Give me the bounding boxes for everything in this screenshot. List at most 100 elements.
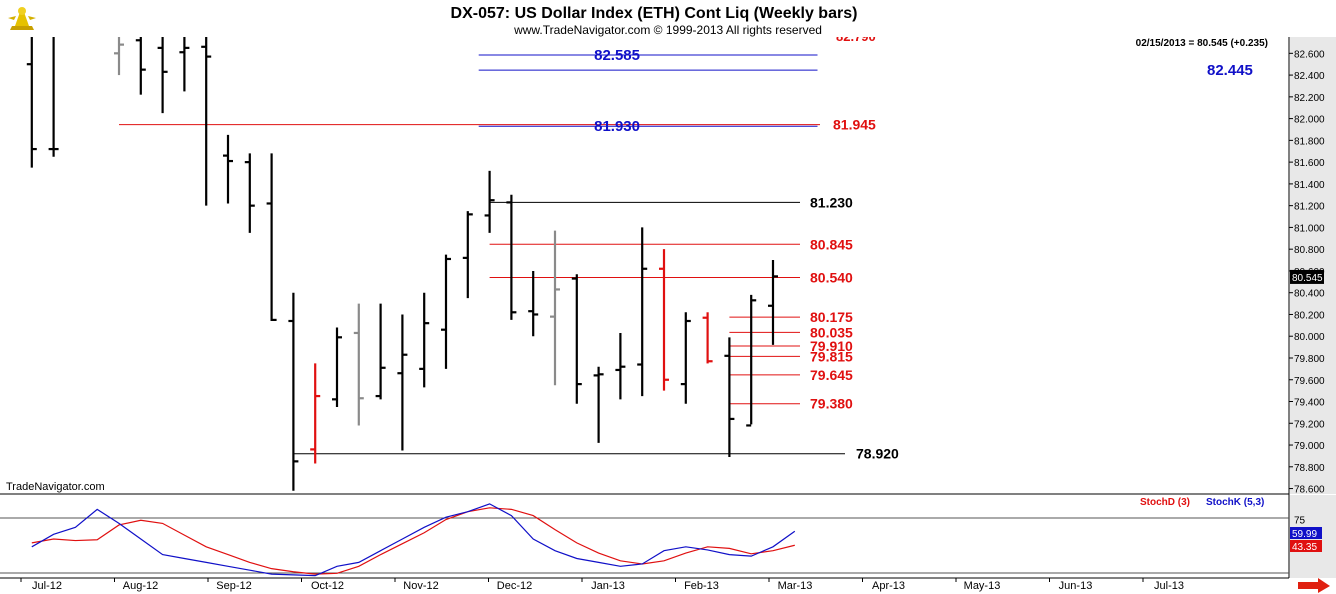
stoch-value-box bbox=[1290, 540, 1322, 552]
stoch-series-line bbox=[31, 503, 796, 577]
app-logo-icon bbox=[8, 7, 36, 30]
price-tick-label: 82.600 bbox=[1294, 49, 1325, 60]
ohlc-bar bbox=[768, 260, 778, 345]
level-label: 80.035 bbox=[810, 324, 853, 340]
level-label: 82.585 bbox=[594, 47, 640, 64]
ohlc-bar bbox=[26, 37, 37, 168]
ohlc-bar bbox=[550, 230, 560, 386]
date-tick-label: Aug-12 bbox=[123, 580, 158, 592]
last-price-tag: 80.545 bbox=[1290, 269, 1324, 284]
ohlc-bar bbox=[244, 153, 255, 233]
ohlc-bars bbox=[26, 37, 778, 491]
price-tick-label: 81.200 bbox=[1294, 202, 1325, 213]
ohlc-bar bbox=[310, 363, 321, 464]
price-axis bbox=[1290, 37, 1336, 494]
level-label: 79.815 bbox=[810, 348, 853, 364]
ohlc-bar bbox=[571, 274, 582, 404]
level-lines: 82.585 82.445 81.945 81.930 81.230 80.845 80.5… bbox=[119, 47, 1253, 462]
ohlc-bar bbox=[397, 314, 408, 451]
level-label: 82.445 bbox=[1207, 62, 1253, 79]
level-label: 79.645 bbox=[810, 367, 853, 383]
ohlc-bar bbox=[157, 37, 168, 114]
stoch-lines bbox=[31, 503, 796, 577]
price-tick-label: 81.600 bbox=[1294, 158, 1325, 169]
price-tick-label: 81.800 bbox=[1294, 136, 1325, 147]
level-label: 80.845 bbox=[810, 236, 853, 252]
date-tick-label: Jul-13 bbox=[1154, 580, 1184, 592]
ohlc-bar bbox=[746, 294, 757, 427]
stoch-ticks: 75 59.99 43.35 bbox=[1290, 516, 1322, 553]
stoch-value-box bbox=[1290, 527, 1322, 539]
ohlc-bar bbox=[637, 227, 648, 397]
cut-level-label: 82.790 bbox=[836, 29, 876, 44]
date-tick-label: May-13 bbox=[964, 580, 1001, 592]
stoch-value-label: 43.35 bbox=[1292, 542, 1317, 553]
date-axis: Jul-12 Aug-12 Sep-12 Oct-12 Nov-12 Dec-12 Jan-… bbox=[20, 578, 1184, 592]
date-tick-label: Jul-12 bbox=[32, 580, 62, 592]
level-label: 79.380 bbox=[810, 396, 853, 412]
ohlc-bar bbox=[615, 332, 626, 400]
date-tick-label: Jan-13 bbox=[591, 580, 625, 592]
ohlc-bar bbox=[201, 37, 212, 206]
ohlc-bar bbox=[702, 312, 713, 364]
ohlc-bar bbox=[353, 303, 364, 426]
last-price-box bbox=[1290, 269, 1324, 284]
chart-title: DX-057: US Dollar Index (ETH) Cont Liq (… bbox=[451, 5, 858, 22]
ohlc-bar bbox=[462, 211, 473, 299]
level-label: 81.945 bbox=[833, 117, 876, 133]
ohlc-bar bbox=[680, 312, 691, 404]
ohlc-bar bbox=[419, 292, 430, 388]
last-price-label: 80.545 bbox=[1292, 273, 1323, 284]
price-tick-label: 79.200 bbox=[1294, 419, 1325, 430]
date-tick-label: Mar-13 bbox=[778, 580, 813, 592]
price-tick-label: 80.400 bbox=[1294, 289, 1325, 300]
ohlc-bar bbox=[288, 292, 299, 491]
copyright-text: www.TradeNavigator.com © 1999-2013 All r… bbox=[513, 23, 822, 37]
ohlc-bar bbox=[223, 134, 233, 204]
level-label: 79.910 bbox=[810, 338, 853, 354]
stoch-tick-label: 75 bbox=[1294, 516, 1306, 527]
ohlc-bar bbox=[266, 153, 277, 322]
level-label: 78.920 bbox=[856, 446, 899, 462]
date-tick-label: Apr-13 bbox=[872, 580, 905, 592]
price-panel bbox=[0, 37, 1289, 494]
ohlc-bar bbox=[724, 337, 735, 458]
price-tick-label: 82.400 bbox=[1294, 71, 1325, 82]
scroll-right-icon[interactable] bbox=[1298, 578, 1330, 593]
ohlc-bar bbox=[593, 366, 604, 443]
stoch-legend-d: StochD (3) bbox=[1140, 497, 1190, 508]
price-tick-label: 79.000 bbox=[1294, 441, 1325, 452]
date-tick-label: Feb-13 bbox=[684, 580, 719, 592]
date-tick-label: Oct-12 bbox=[311, 580, 344, 592]
watermark-text: TradeNavigator.com bbox=[6, 481, 105, 493]
date-tick-label: Nov-12 bbox=[403, 580, 438, 592]
ohlc-bar bbox=[441, 254, 451, 369]
price-tick-label: 79.400 bbox=[1294, 398, 1325, 409]
ohlc-bar bbox=[332, 327, 342, 407]
price-tick-label: 80.800 bbox=[1294, 245, 1325, 256]
stoch-legend-k: StochK (5,3) bbox=[1206, 497, 1264, 508]
price-tick-label: 78.600 bbox=[1294, 485, 1325, 496]
date-tick-label: Dec-12 bbox=[497, 580, 532, 592]
ohlc-bar bbox=[506, 194, 517, 320]
stoch-value-label: 59.99 bbox=[1292, 529, 1317, 540]
ohlc-bar bbox=[659, 249, 669, 391]
price-ticks: 78.600 78.800 79.000 79.200 79.400 79.600 79.8… bbox=[1289, 49, 1325, 496]
stoch-series-line bbox=[31, 507, 795, 575]
level-label: 80.175 bbox=[810, 309, 853, 325]
level-label: 81.230 bbox=[810, 194, 853, 210]
price-tick-label: 80.000 bbox=[1294, 332, 1325, 343]
price-tick-label: 82.000 bbox=[1294, 115, 1325, 126]
price-readout: 02/15/2013 = 80.545 (+0.235) bbox=[1136, 38, 1268, 49]
date-tick-label: Jun-13 bbox=[1059, 580, 1093, 592]
price-tick-label: 79.600 bbox=[1294, 376, 1325, 387]
price-tick-label: 80.200 bbox=[1294, 310, 1325, 321]
ohlc-bar bbox=[484, 170, 495, 233]
level-label: 80.540 bbox=[810, 269, 853, 285]
ohlc-bar bbox=[528, 270, 539, 337]
ohlc-bar bbox=[114, 37, 124, 76]
ohlc-bar bbox=[179, 37, 190, 92]
ohlc-bar bbox=[135, 37, 146, 95]
price-tick-label: 81.000 bbox=[1294, 223, 1325, 234]
